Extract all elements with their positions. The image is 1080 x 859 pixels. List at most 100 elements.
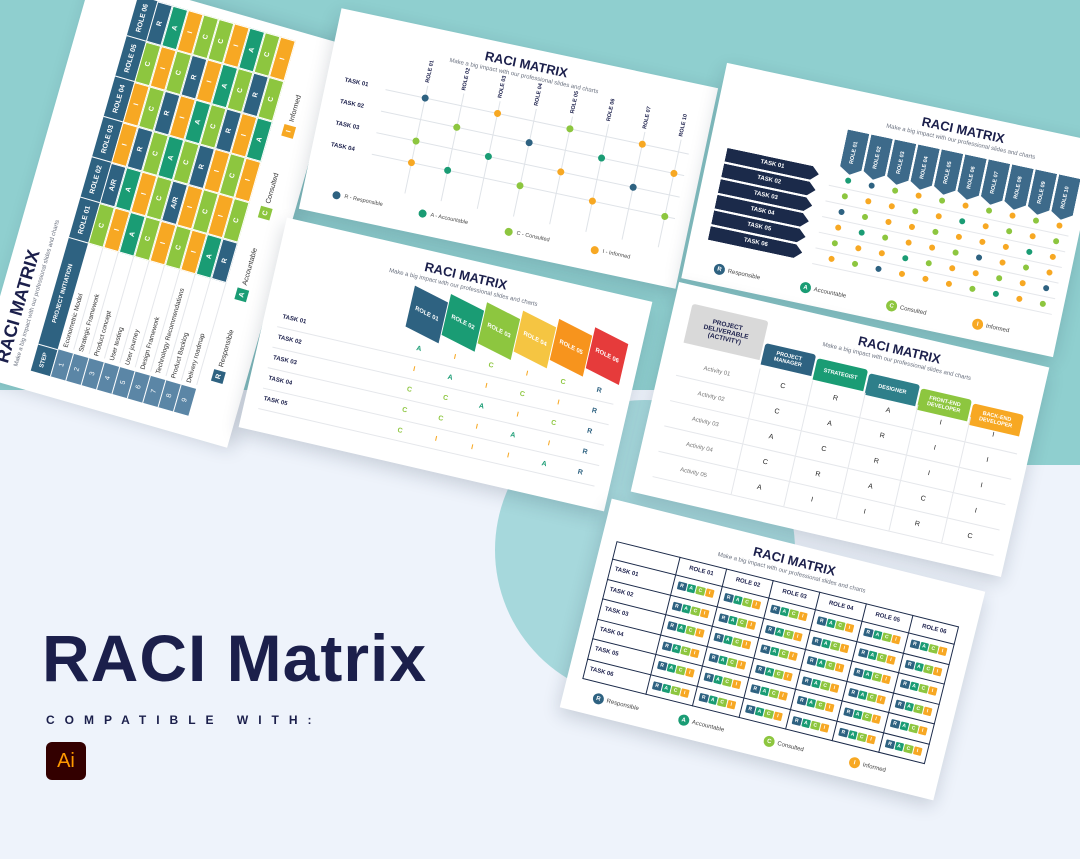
raci-dot <box>831 239 839 247</box>
raci-dot <box>637 139 647 148</box>
raci-dot <box>565 124 574 133</box>
role-label: ROLE 05 <box>569 90 581 115</box>
legend-badge: C <box>762 734 776 749</box>
raci-dot <box>827 255 836 263</box>
raci-dot <box>1015 295 1023 303</box>
legend-label: Informed <box>288 94 303 123</box>
raci-dot <box>874 265 883 273</box>
raci-dot <box>861 213 869 221</box>
raci-dot <box>968 285 976 293</box>
raci-dot <box>928 244 936 252</box>
raci-dot <box>952 249 960 257</box>
raci-dot <box>955 233 963 241</box>
raci-dot <box>958 217 966 225</box>
raci-dot <box>597 153 606 162</box>
legend-label: Consulted <box>264 172 281 205</box>
raci-dot <box>844 177 852 185</box>
legend-badge: R <box>591 692 606 706</box>
role-label: ROLE 07 <box>642 106 653 131</box>
task-label: TASK 03 <box>334 120 360 132</box>
raci-dot <box>992 290 1000 298</box>
raci-dot <box>1025 248 1033 256</box>
legend-badge: A <box>798 281 813 295</box>
legend-label: C - Consulted <box>515 230 551 244</box>
raci-dot <box>884 218 893 226</box>
app-badge: Ai <box>46 742 86 780</box>
raci-dot <box>864 197 872 205</box>
raci-dot <box>660 211 669 221</box>
raci-dot <box>982 222 990 230</box>
raci-dot <box>938 197 946 205</box>
raci-dot <box>1055 222 1064 230</box>
raci-dot <box>1032 217 1040 225</box>
legend-dot <box>331 190 342 201</box>
raci-dot <box>995 274 1003 282</box>
role-label: ROLE 01 <box>424 60 436 84</box>
raci-dot <box>1045 268 1054 277</box>
raci-dot <box>587 196 597 205</box>
raci-dot <box>962 202 970 210</box>
legend-label: Responsible <box>217 328 236 368</box>
raci-dot <box>1049 253 1057 261</box>
legend-badge: R <box>712 262 726 276</box>
raci-dot <box>931 228 939 236</box>
compatible-label: COMPATIBLE WITH: <box>46 713 322 727</box>
legend-dot <box>417 208 428 219</box>
raci-dot <box>921 275 930 283</box>
raci-dot <box>1052 237 1060 245</box>
raci-dot <box>1029 232 1037 240</box>
raci-dot <box>411 136 420 145</box>
role-label: ROLE 06 <box>605 98 617 123</box>
corner-header: PROJECT DELIVERABLE (ACTIVITY) <box>683 303 769 361</box>
raci-dot <box>911 207 919 215</box>
legend-badge: I <box>847 756 862 770</box>
raci-dot <box>406 157 416 167</box>
raci-dot <box>628 182 637 191</box>
raci-dot <box>1002 243 1010 251</box>
raci-dot <box>878 249 886 257</box>
raci-dot <box>935 212 943 220</box>
legend-label: Responsible <box>727 268 761 281</box>
legend-label: Consulted <box>899 304 927 317</box>
legend-badge: I <box>971 317 985 331</box>
raci-dot <box>834 224 842 232</box>
raci-dot <box>515 180 524 190</box>
raci-dot <box>858 229 866 237</box>
role-header: ROLE 06 <box>585 327 629 386</box>
legend-swatch: R <box>210 369 226 384</box>
raci-dot <box>898 270 906 278</box>
legend-dot <box>590 245 600 255</box>
legend-badge: C <box>885 299 899 313</box>
raci-dot <box>837 208 846 216</box>
task-label: TASK 04 <box>330 142 356 153</box>
legend-label: Accountable <box>813 286 847 300</box>
task-label: TASK 02 <box>339 99 365 110</box>
raci-dot <box>985 207 993 215</box>
raci-dot <box>868 182 876 190</box>
raci-dot <box>915 192 923 200</box>
task-label: TASK 01 <box>343 77 369 89</box>
role-label: ROLE 10 <box>678 114 689 138</box>
legend-label: R - Responsible <box>343 193 384 209</box>
raci-dot <box>901 254 909 262</box>
raci-dot <box>524 137 533 147</box>
raci-dot <box>854 244 862 252</box>
raci-dot <box>452 122 461 131</box>
legend-label: I - Informed <box>601 248 631 261</box>
raci-dot <box>925 259 933 267</box>
headline: RACI Matrix <box>42 621 428 695</box>
raci-dot <box>888 202 896 210</box>
role-label: ROLE 04 <box>533 83 545 107</box>
raci-dot <box>483 151 493 161</box>
raci-dot <box>998 258 1007 267</box>
raci-dot <box>556 167 565 176</box>
raci-dot <box>972 269 980 277</box>
legend-label: Accountable <box>241 247 259 287</box>
legend-dot <box>503 227 514 237</box>
raci-dot <box>1008 212 1017 220</box>
raci-dot <box>908 223 916 231</box>
legend-label: Informed <box>985 323 1010 334</box>
raci-dot <box>1005 227 1013 235</box>
raci-dot <box>669 168 678 177</box>
